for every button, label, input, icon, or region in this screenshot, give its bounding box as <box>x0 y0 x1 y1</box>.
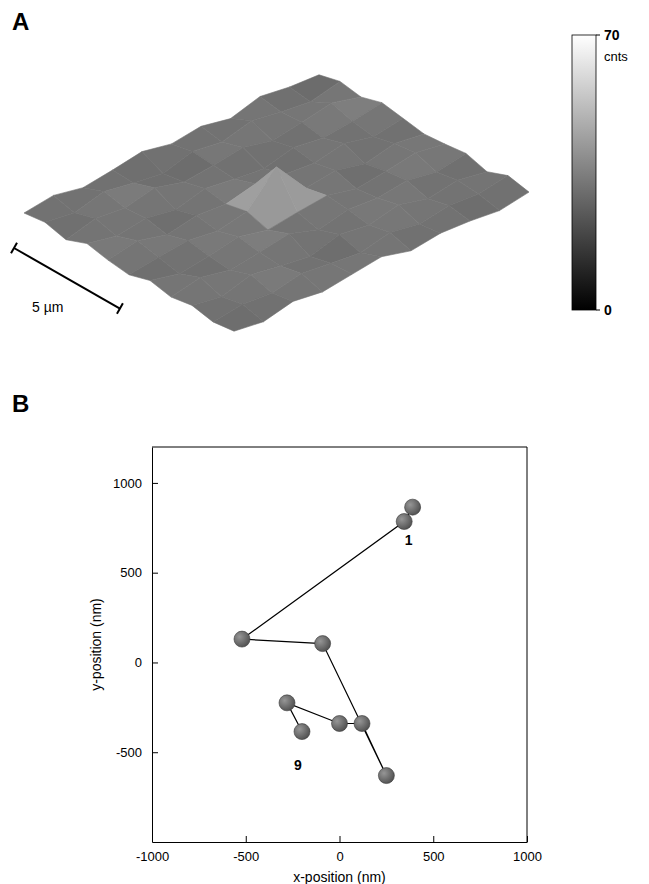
x-tick: 1000 <box>513 836 542 864</box>
colorbar-label: cnts <box>604 49 628 64</box>
position-marker <box>405 499 421 515</box>
position-marker <box>332 716 348 732</box>
surface-cell <box>213 304 264 331</box>
y-axis-title: y-position (nm) <box>88 598 104 691</box>
figure: A5 µm070cntsB-1000-50005001000-500050010… <box>0 0 649 884</box>
x-axis-title: x-position (nm) <box>293 869 386 884</box>
y-tick-mark <box>152 483 158 484</box>
x-axis: -1000 -500 0 500 1000 <box>136 836 542 864</box>
x-tick-mark <box>340 836 341 842</box>
scale-bar-cap <box>117 303 123 313</box>
colorbar: 0 70 cnts <box>572 27 628 318</box>
x-tick-label: -500 <box>233 849 259 864</box>
scale-bar-line <box>14 248 120 309</box>
position-marker <box>378 768 394 784</box>
scale-bar-cap <box>11 243 17 253</box>
y-axis: -500 0 500 1000 <box>113 448 158 843</box>
colorbar-tick-label: 70 <box>604 27 620 43</box>
point-label: 9 <box>294 757 302 773</box>
y-tick: 0 <box>135 655 158 670</box>
position-marker <box>354 716 370 732</box>
panel-letter: B <box>12 390 29 417</box>
trajectory-line <box>242 507 413 775</box>
y-tick: 500 <box>120 565 158 580</box>
frame-top <box>152 447 527 448</box>
position-marker <box>315 636 331 652</box>
x-tick-mark <box>433 836 434 842</box>
position-marker <box>396 514 412 530</box>
y-tick-mark <box>152 662 158 663</box>
scale-bar-label: 5 µm <box>32 299 63 315</box>
x-tick-label: 500 <box>423 849 445 864</box>
position-marker <box>294 724 310 740</box>
colorbar-ramp <box>572 35 596 310</box>
surface <box>24 75 529 331</box>
x-tick-label: 1000 <box>513 849 542 864</box>
plot-area <box>234 499 421 783</box>
x-axis-line <box>153 842 528 843</box>
y-tick: -500 <box>116 745 158 760</box>
y-axis-line <box>152 448 153 843</box>
x-tick-label: -1000 <box>136 849 169 864</box>
x-tick: -500 <box>233 836 259 864</box>
point-label: 1 <box>405 532 413 548</box>
x-tick: 500 <box>423 836 445 864</box>
panel-letter: A <box>12 8 29 35</box>
surface-cell <box>361 233 412 257</box>
y-tick-label: 1000 <box>113 476 142 491</box>
y-tick-label: 500 <box>120 565 142 580</box>
x-tick-mark <box>246 836 247 842</box>
position-marker <box>279 695 295 711</box>
position-marker <box>234 631 250 647</box>
x-tick-label: 0 <box>336 849 343 864</box>
y-tick-mark <box>152 573 158 574</box>
colorbar-tick-label: 0 <box>604 302 612 318</box>
scale-bar: 5 µm <box>11 243 123 315</box>
y-tick-label: 0 <box>135 655 142 670</box>
colorbar-tick <box>596 310 600 311</box>
frame-right <box>527 447 528 842</box>
x-tick: 0 <box>336 836 343 864</box>
x-tick-mark <box>527 836 528 842</box>
y-tick-mark <box>152 752 158 753</box>
y-tick: 1000 <box>113 476 158 491</box>
colorbar-tick <box>596 35 600 36</box>
y-tick-label: -500 <box>116 745 142 760</box>
